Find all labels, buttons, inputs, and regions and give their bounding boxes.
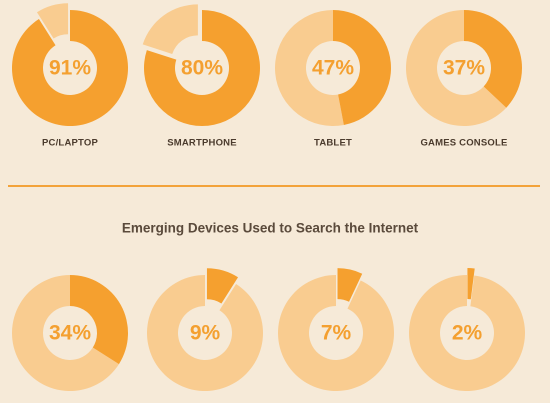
percent-label: 47%: [312, 57, 354, 80]
donut-remainder: [406, 10, 507, 127]
donut-segment: [464, 10, 522, 108]
percent-label: 2%: [452, 322, 483, 345]
donut-segment: [144, 10, 260, 126]
device-label: PC/LAPTOP: [42, 138, 98, 149]
donut-remainder: [11, 275, 119, 391]
device-label: GAMES CONSOLE: [420, 138, 507, 149]
donut-segment: [467, 268, 475, 300]
donut-segment: [70, 275, 128, 365]
donut-remainder: [278, 275, 394, 392]
donut-remainder: [36, 3, 69, 39]
donut-segment: [206, 268, 239, 304]
donut-remainder: [274, 10, 344, 127]
percent-label: 91%: [49, 57, 91, 80]
donut-remainder: [409, 275, 526, 391]
percent-label: 34%: [49, 322, 91, 345]
percent-label: 7%: [321, 322, 352, 345]
donut-remainder: [142, 4, 198, 54]
percent-label: 37%: [443, 57, 485, 80]
device-label: SMARTPHONE: [167, 138, 237, 149]
section-title: Emerging Devices Used to Search the Inte…: [122, 221, 419, 236]
donut-segment: [11, 10, 128, 126]
percent-label: 9%: [190, 322, 221, 345]
percent-label: 80%: [181, 57, 223, 80]
donut-segment: [337, 268, 363, 302]
donut-remainder: [147, 275, 263, 392]
donut-segment: [333, 10, 391, 125]
device-label: TABLET: [314, 138, 352, 149]
